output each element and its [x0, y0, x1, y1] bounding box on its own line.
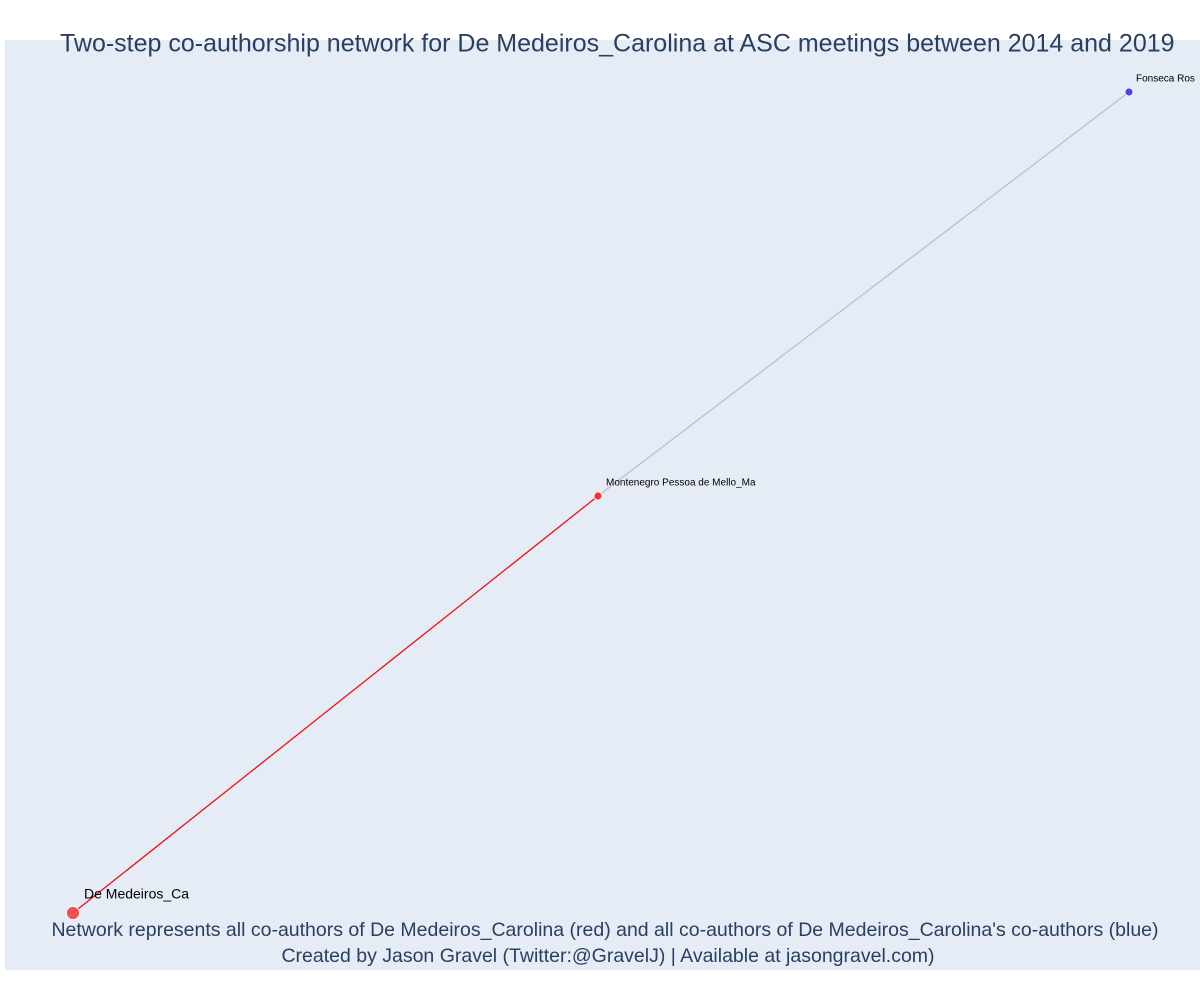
- node-label: De Medeiros_Ca: [84, 886, 189, 902]
- node: [1124, 87, 1134, 97]
- node: [593, 491, 603, 501]
- edge: [597, 91, 1130, 497]
- footer-credit: Created by Jason Gravel (Twitter:@Gravel…: [281, 945, 934, 967]
- footer-note: Network represents all co-authors of De …: [51, 919, 1158, 941]
- node: [66, 906, 80, 920]
- node-label: Montenegro Pessoa de Mello_Ma: [606, 478, 756, 489]
- plot-background: [5, 40, 1200, 970]
- nodes: De Medeiros_Ca Montenegro Pessoa de Mello…: [66, 74, 1195, 920]
- edges: [72, 91, 1130, 914]
- edge: [72, 495, 599, 914]
- title: Two-step co-authorship network for De Me…: [60, 30, 1175, 58]
- node-label: Fonseca Ros: [1136, 74, 1195, 85]
